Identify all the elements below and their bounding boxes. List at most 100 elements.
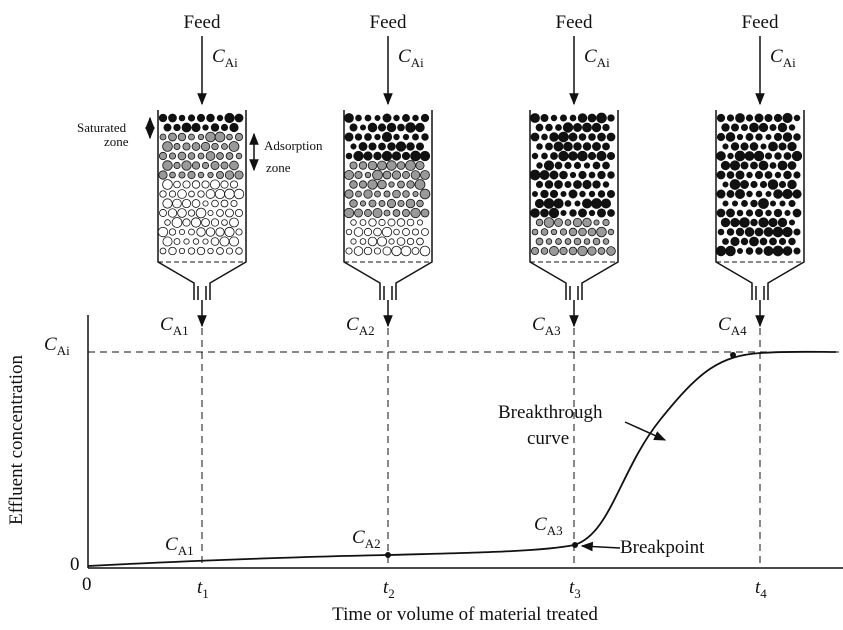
particle — [765, 133, 772, 141]
particle — [350, 238, 357, 245]
particle — [536, 162, 543, 169]
particle — [181, 160, 192, 171]
particle — [191, 161, 201, 170]
particle — [173, 123, 181, 132]
symbol: C — [352, 527, 365, 548]
particle — [592, 180, 601, 189]
particle — [215, 227, 225, 237]
particle — [162, 236, 173, 247]
particle — [592, 237, 601, 246]
particle — [564, 161, 572, 170]
particle — [359, 200, 367, 207]
particle — [749, 236, 759, 247]
particle — [560, 209, 567, 217]
particle — [788, 237, 796, 246]
particle — [730, 142, 740, 151]
particle — [229, 217, 239, 228]
particle — [572, 217, 583, 228]
symbol: t — [383, 577, 389, 598]
particle — [396, 218, 406, 227]
particle — [577, 150, 588, 162]
particle — [782, 188, 793, 200]
particle — [763, 246, 774, 256]
particle — [205, 151, 216, 161]
particle — [773, 208, 783, 218]
particle — [548, 207, 560, 219]
particle — [235, 152, 243, 160]
particle — [541, 133, 548, 141]
symbol: C — [346, 314, 359, 335]
particle — [731, 200, 739, 207]
particle — [173, 238, 181, 245]
particle — [540, 189, 549, 199]
particle — [745, 133, 754, 141]
particle — [553, 198, 564, 209]
particle — [793, 228, 801, 236]
particle — [415, 160, 425, 171]
particle — [235, 247, 243, 255]
symbol: C — [398, 46, 411, 67]
curve-point — [385, 552, 391, 558]
particle — [364, 171, 372, 179]
particle — [374, 114, 381, 122]
particle — [382, 170, 392, 180]
outlet-label: CA2 — [346, 314, 375, 338]
particle — [722, 238, 729, 245]
particle — [415, 122, 425, 133]
particle — [402, 114, 410, 122]
particle — [578, 227, 587, 237]
particle — [543, 160, 555, 171]
particle — [553, 141, 564, 152]
particle — [200, 141, 211, 152]
particle — [349, 199, 358, 208]
particle — [368, 218, 377, 227]
particle — [381, 131, 393, 143]
particle — [558, 131, 569, 143]
particle — [363, 151, 373, 161]
particle — [555, 124, 562, 131]
particle — [344, 170, 354, 180]
particle — [181, 198, 192, 209]
particle — [727, 152, 734, 160]
particle — [234, 113, 244, 123]
particle — [182, 180, 191, 189]
particle — [364, 209, 372, 217]
particle — [596, 112, 607, 124]
particle — [391, 170, 402, 180]
subscript: Ai — [783, 55, 796, 70]
particle — [716, 189, 726, 199]
particle — [169, 171, 176, 179]
particle — [787, 179, 797, 190]
particle — [726, 171, 735, 179]
particle — [735, 170, 745, 180]
particle — [588, 190, 596, 198]
x-tick-label: t4 — [755, 577, 767, 601]
particle — [716, 132, 726, 142]
particle — [216, 152, 224, 160]
particle — [197, 152, 205, 160]
particle — [754, 208, 764, 218]
particle — [219, 236, 230, 247]
particle — [224, 226, 235, 238]
particle — [159, 190, 167, 198]
particle — [531, 190, 539, 198]
particle — [188, 133, 195, 141]
subscript: Ai — [597, 55, 610, 70]
particle — [420, 208, 430, 218]
particle — [730, 123, 740, 132]
particle — [210, 237, 220, 246]
particle — [188, 190, 195, 198]
particle — [778, 142, 787, 151]
particle — [602, 181, 610, 188]
particle — [395, 141, 407, 152]
particle — [716, 170, 726, 180]
particle — [216, 209, 224, 217]
particle — [758, 217, 769, 228]
particle — [607, 209, 615, 217]
particle — [202, 124, 209, 131]
subscript: A4 — [731, 323, 747, 338]
particle — [793, 133, 801, 141]
particle — [359, 238, 367, 245]
zone-label: Saturated — [77, 120, 127, 135]
symbol: C — [165, 534, 178, 555]
